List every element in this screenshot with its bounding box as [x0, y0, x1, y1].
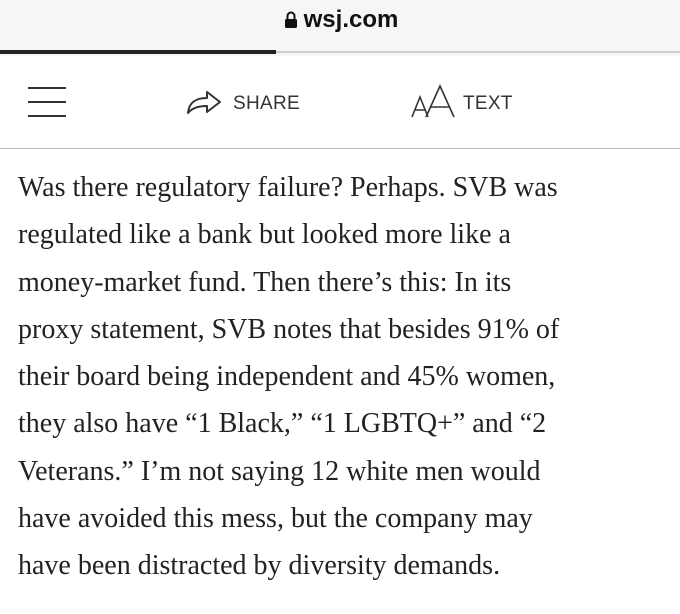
share-icon[interactable] [185, 88, 223, 116]
toolbar: SHARE TEXT [0, 56, 680, 149]
load-progress-track [276, 51, 680, 53]
url[interactable]: wsj.com [0, 6, 680, 34]
article-line: have avoided this mess, but the company … [18, 503, 533, 535]
article-line: Was there regulatory failure? Perhaps. S… [18, 172, 558, 203]
article-body: Was there regulatory failure? Perhaps. S… [18, 164, 559, 590]
article-line: money-market fund. Then there’s this: In… [18, 266, 512, 298]
url-text[interactable]: wsj.com [303, 6, 399, 33]
lock-icon [285, 11, 297, 28]
article-line: they also have “1 Black,” “1 LGBTQ+” and… [18, 408, 547, 440]
article-line: their board being independent and 45% wo… [18, 361, 556, 393]
text-button[interactable]: TEXT [463, 93, 513, 114]
article-line: have been distracted by diversity demand… [18, 550, 501, 582]
load-progress [0, 50, 276, 54]
menu-icon[interactable] [28, 86, 66, 118]
browser-bar: wsj.com [0, 0, 680, 56]
share-button[interactable]: SHARE [233, 93, 300, 114]
text-size-icon[interactable] [410, 84, 458, 118]
article-line: Veterans.” I’m not saying 12 white men w… [18, 455, 541, 487]
article-line: regulated like a bank but looked more li… [18, 219, 511, 251]
article-line: proxy statement, SVB notes that besides … [18, 313, 560, 345]
